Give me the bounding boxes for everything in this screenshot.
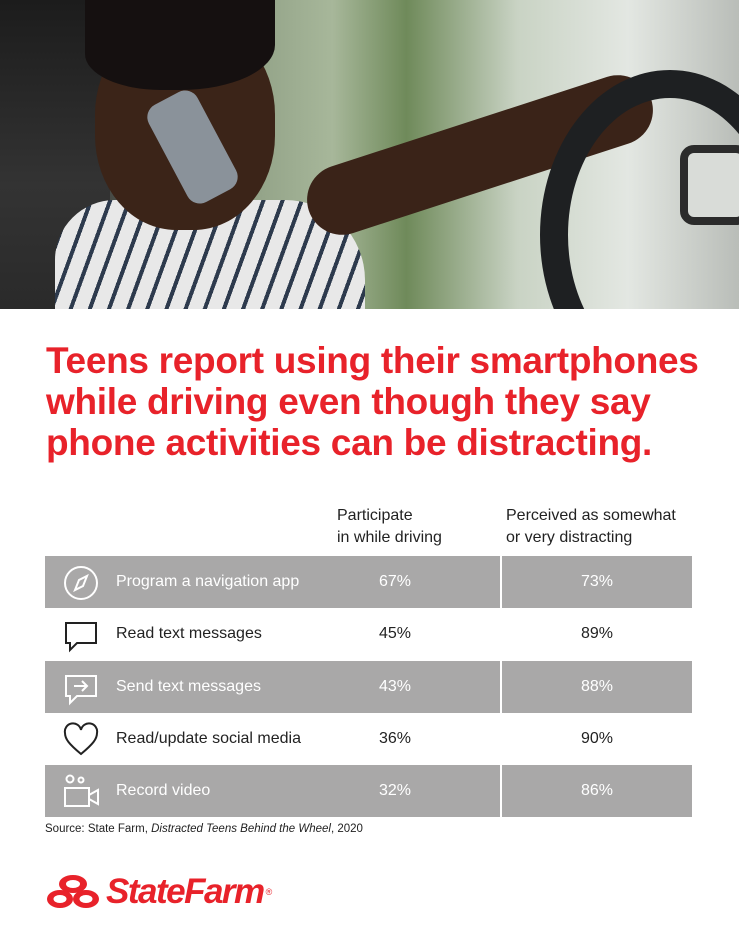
logo-wordmark: StateFarm <box>106 872 265 911</box>
send-message-icon <box>65 675 97 706</box>
distracting-value: 89% <box>580 625 614 642</box>
source-note: Source: State Farm, Distracted Teens Beh… <box>45 823 363 835</box>
source-prefix: Source: State Farm, <box>45 823 152 835</box>
distracting-value: 88% <box>580 678 614 695</box>
row-label: Program a navigation app <box>116 573 300 590</box>
registered-mark: ® <box>265 887 273 897</box>
participate-value: 43% <box>378 678 412 695</box>
source-suffix: , 2020 <box>330 823 363 835</box>
headline: Teens report using their smartphones whi… <box>46 340 699 463</box>
header-line: or very distracting <box>506 529 633 546</box>
participate-value: 36% <box>378 730 412 747</box>
header-line: Perceived as somewhat <box>506 507 676 524</box>
column-header-distracting: Perceived as somewhat or very distractin… <box>506 505 676 549</box>
speech-bubble-icon <box>65 622 97 653</box>
table-row: Program a navigation app 67% 73% <box>45 556 692 608</box>
row-label: Send text messages <box>116 678 261 695</box>
row-label: Read/update social media <box>116 730 302 747</box>
distracting-value: 90% <box>580 730 614 747</box>
header-line: Participate <box>337 507 413 524</box>
participate-value: 32% <box>378 782 412 799</box>
row-label: Read text messages <box>116 625 262 642</box>
state-farm-logo: StateFarm ® <box>46 872 272 912</box>
header-line: in while driving <box>337 529 442 546</box>
table-row: Read text messages 45% 89% <box>45 608 692 660</box>
compass-icon <box>64 566 98 600</box>
table-row: Record video 32% 86% <box>45 765 692 817</box>
table-row: Send text messages 43% 88% <box>45 661 692 713</box>
row-label: Record video <box>116 782 211 799</box>
column-header-participate: Participate in while driving <box>337 505 442 549</box>
three-ovals-logo-icon <box>47 875 99 908</box>
heart-icon <box>63 722 99 756</box>
distracting-value: 73% <box>580 573 614 590</box>
source-title: Distracted Teens Behind the Wheel <box>151 823 331 835</box>
table-row: Read/update social media 36% 90% <box>45 713 692 765</box>
participate-value: 45% <box>378 625 412 642</box>
hero-photo-teen-driving-on-phone <box>0 0 739 309</box>
video-camera-icon <box>64 774 99 807</box>
distracting-value: 86% <box>580 782 614 799</box>
participate-value: 67% <box>378 573 412 590</box>
